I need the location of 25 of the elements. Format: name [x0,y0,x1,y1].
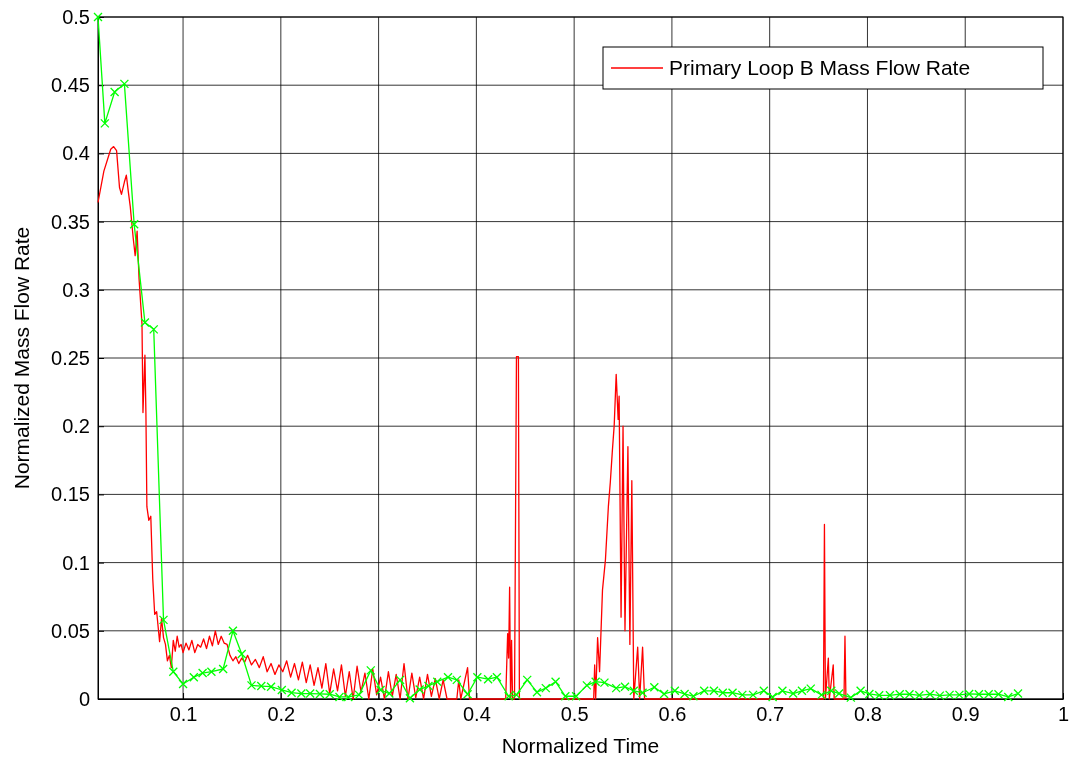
x-axis-title: Normalized Time [501,734,660,757]
y-tick-label: 0.35 [51,210,90,233]
y-tick-label: 0.3 [62,278,90,301]
x-tick-label: 0.1 [169,703,198,726]
y-tick-label: 0.45 [51,74,90,97]
y-tick-label: 0.05 [51,619,90,642]
y-tick-label: 0.25 [51,346,90,369]
x-tick-label: 0.2 [267,703,296,726]
y-tick-label: 0.5 [62,5,90,28]
y-axis-title: Normalized Mass Flow Rate [10,226,33,490]
y-tick-label: 0.1 [62,551,90,574]
x-tick-label: 0.4 [462,703,491,726]
legend-label: Primary Loop B Mass Flow Rate [669,56,971,79]
y-tick-label: 0.4 [62,142,90,165]
x-tick-label: 1 [1057,703,1070,726]
x-tick-label: 0.5 [560,703,589,726]
x-tick-label: 0.3 [365,703,394,726]
y-tick-label: 0.2 [62,415,90,438]
x-tick-label: 0.9 [951,703,980,726]
x-tick-label: 0.7 [756,703,785,726]
y-tick-label: 0 [78,687,90,710]
x-tick-label: 0.6 [658,703,687,726]
y-tick-label: 0.15 [51,483,90,506]
x-tick-label: 0.8 [854,703,882,726]
line-series [97,145,847,700]
